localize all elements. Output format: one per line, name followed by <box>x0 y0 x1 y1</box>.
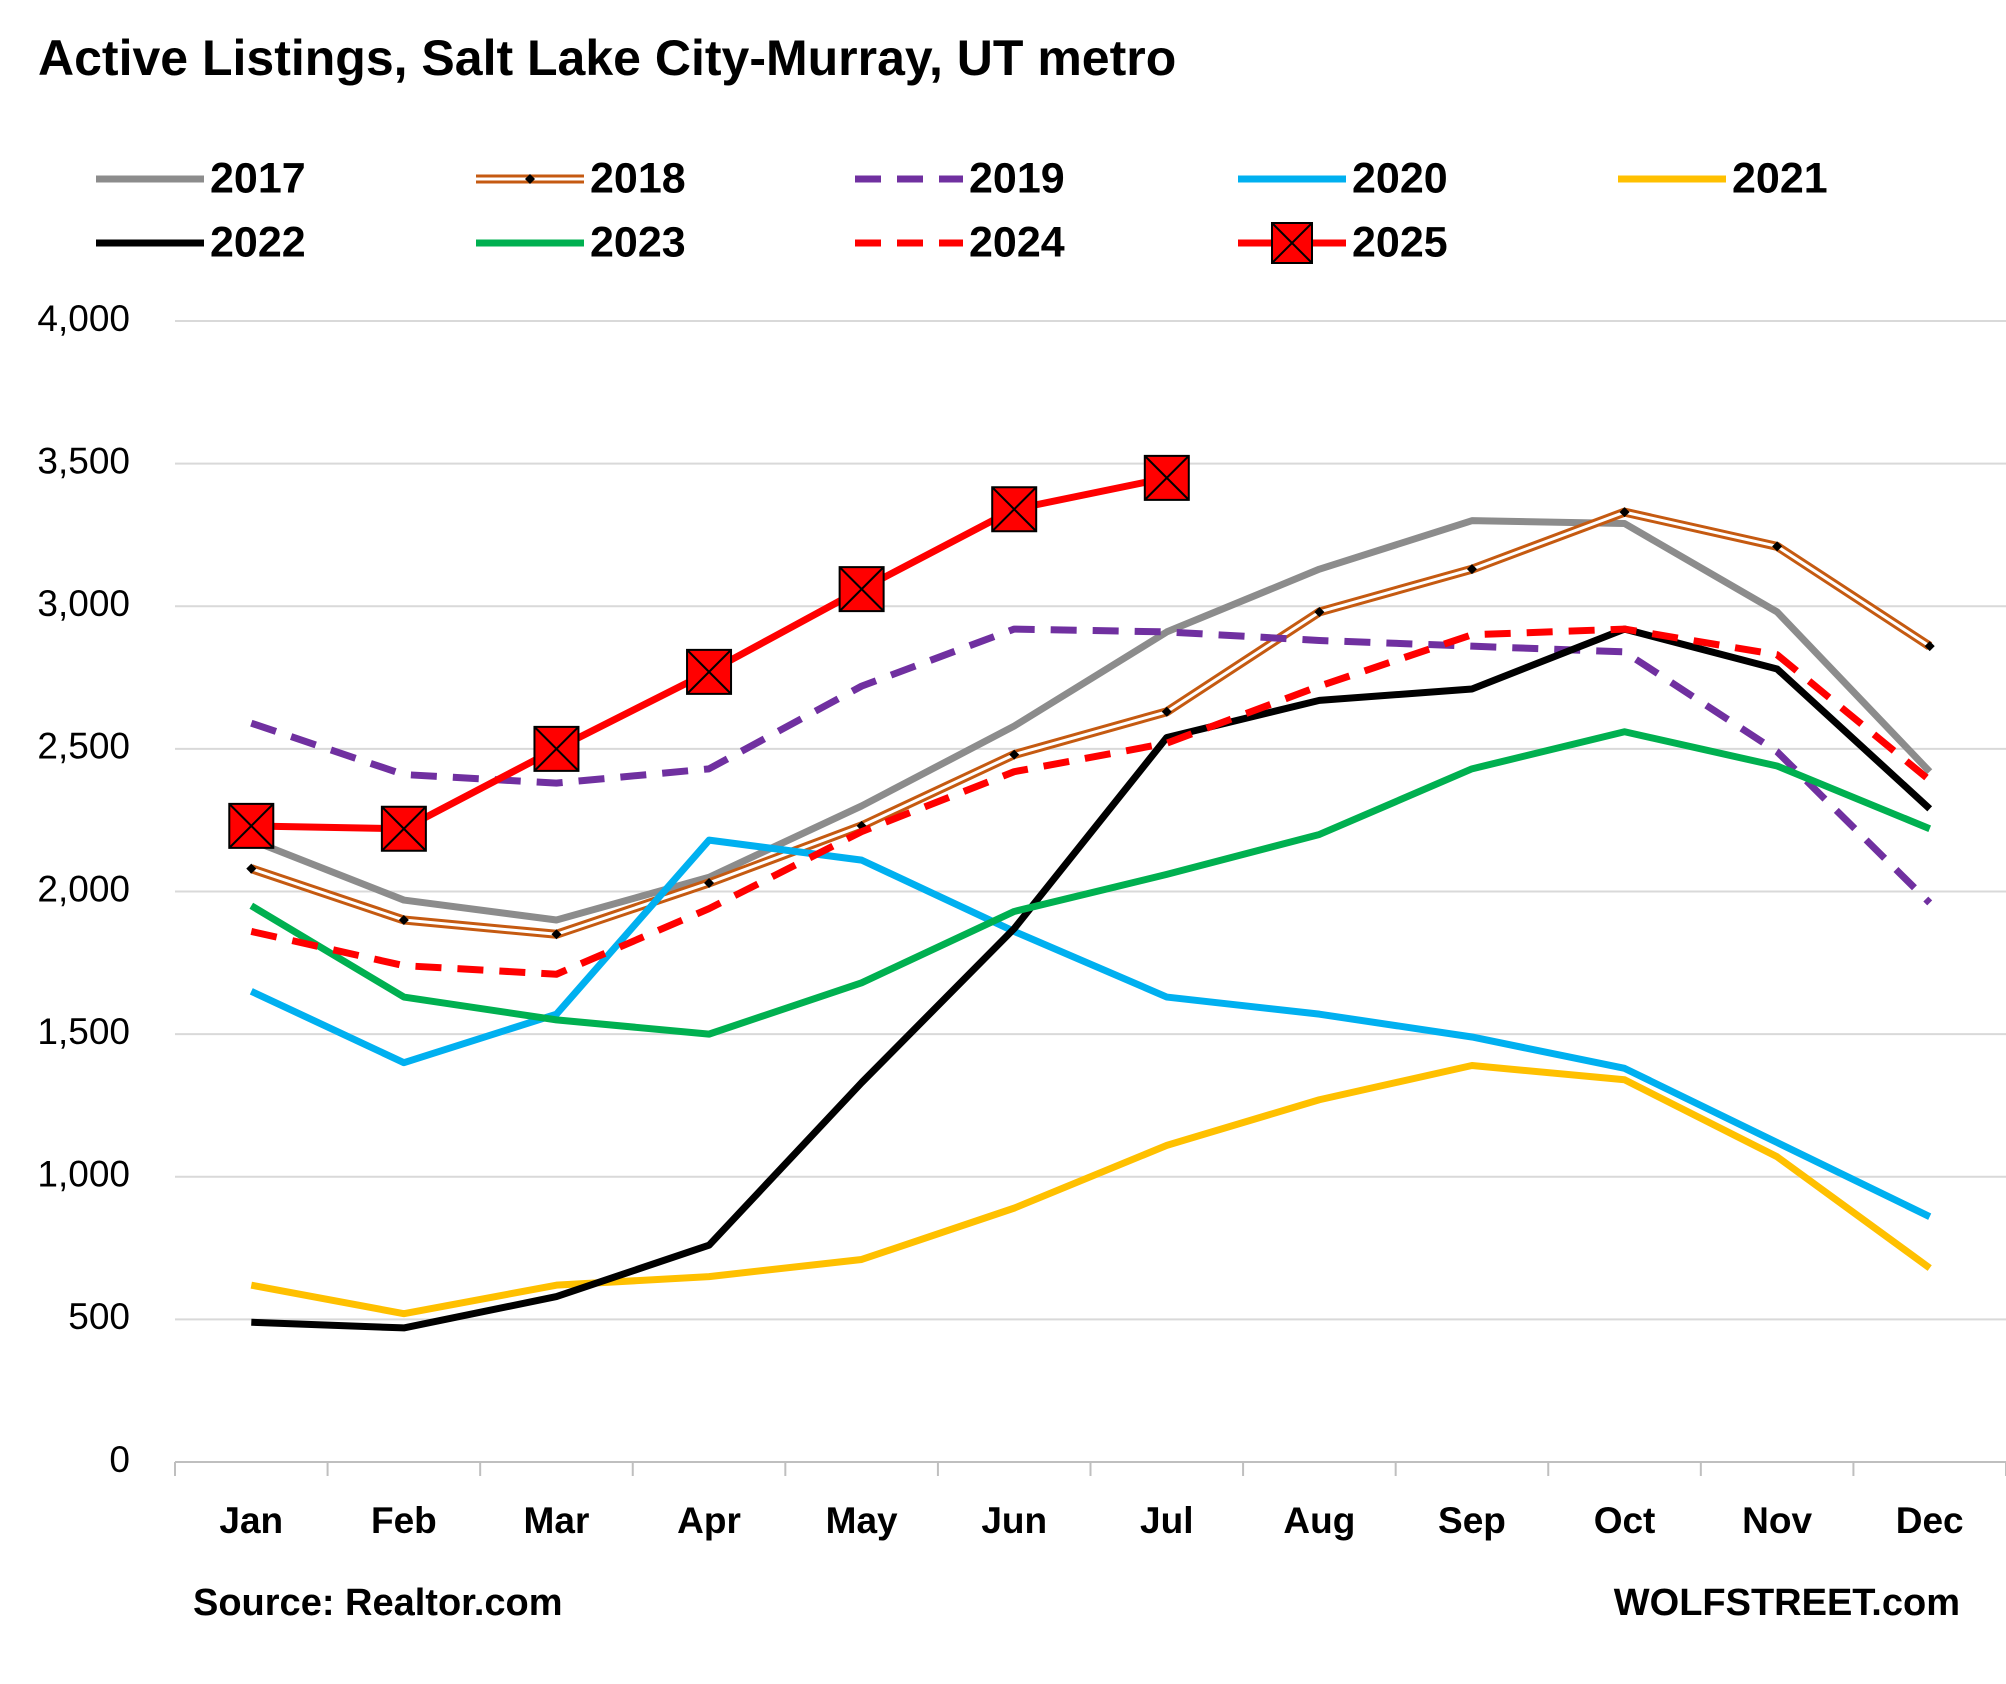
series-line <box>251 625 1933 1332</box>
marker <box>1619 507 1630 518</box>
marker <box>380 805 427 852</box>
y-tick-label: 4,000 <box>37 298 130 339</box>
x-tick-label: Sep <box>1438 1500 1506 1541</box>
legend-label: 2022 <box>210 218 306 266</box>
y-tick-label: 0 <box>109 1439 130 1480</box>
x-tick-label: Aug <box>1283 1500 1355 1541</box>
y-tick-label: 1,500 <box>37 1011 130 1052</box>
series-line <box>249 728 1932 1038</box>
marker <box>533 725 580 772</box>
source: Source: Realtor.com <box>193 1582 563 1624</box>
x-tick-label: Dec <box>1896 1500 1964 1541</box>
legend-label: 2018 <box>590 154 686 202</box>
x-tick-label: Mar <box>524 1500 590 1541</box>
legend-marker <box>1271 222 1313 264</box>
y-tick-label: 1,000 <box>37 1154 130 1195</box>
marker <box>1314 606 1325 617</box>
x-tick-label: Jun <box>981 1500 1047 1541</box>
legend-label: 2024 <box>969 218 1065 266</box>
marker <box>838 566 885 613</box>
legend-label: 2020 <box>1352 154 1448 202</box>
x-tick-label: Nov <box>1742 1500 1812 1541</box>
y-tick-label: 2,000 <box>37 868 130 909</box>
series-line <box>250 625 1933 906</box>
legend-label: 2019 <box>969 154 1065 202</box>
marker <box>1009 749 1020 760</box>
marker <box>398 915 409 926</box>
y-tick-label: 2,500 <box>37 726 130 767</box>
chart-title: Active Listings, Salt Lake City-Murray, … <box>38 30 1176 86</box>
series-line <box>250 625 1932 978</box>
y-tick-label: 3,000 <box>37 583 130 624</box>
legend-label: 2023 <box>590 218 686 266</box>
y-tick-label: 500 <box>68 1296 130 1337</box>
x-tick-label: Oct <box>1594 1500 1656 1541</box>
legend-label: 2017 <box>210 154 306 202</box>
legend-label: 2025 <box>1352 218 1448 266</box>
marker <box>1466 564 1477 575</box>
series-line <box>250 517 1933 924</box>
series-line <box>249 836 1932 1220</box>
legend-label: 2021 <box>1732 154 1828 202</box>
marker <box>1161 706 1172 717</box>
series-line-inner <box>250 510 1931 936</box>
series-line <box>249 507 1933 939</box>
marker <box>246 863 257 874</box>
x-tick-label: May <box>826 1500 898 1541</box>
x-tick-label: Feb <box>371 1500 437 1541</box>
legend-marker <box>525 174 535 184</box>
x-tick-label: Jan <box>219 1500 283 1541</box>
x-tick-label: Jul <box>1140 1500 1193 1541</box>
marker <box>228 802 275 849</box>
marker <box>1772 541 1783 552</box>
credit: WOLFSTREET.com <box>1614 1582 1960 1624</box>
y-tick-label: 3,500 <box>37 440 130 481</box>
marker <box>1924 641 1935 652</box>
marker <box>686 648 733 695</box>
x-tick-label: Apr <box>677 1500 741 1541</box>
marker <box>704 877 715 888</box>
series-line <box>250 1062 1932 1318</box>
marker <box>551 929 562 940</box>
marker <box>1143 454 1190 501</box>
marker <box>991 486 1038 533</box>
